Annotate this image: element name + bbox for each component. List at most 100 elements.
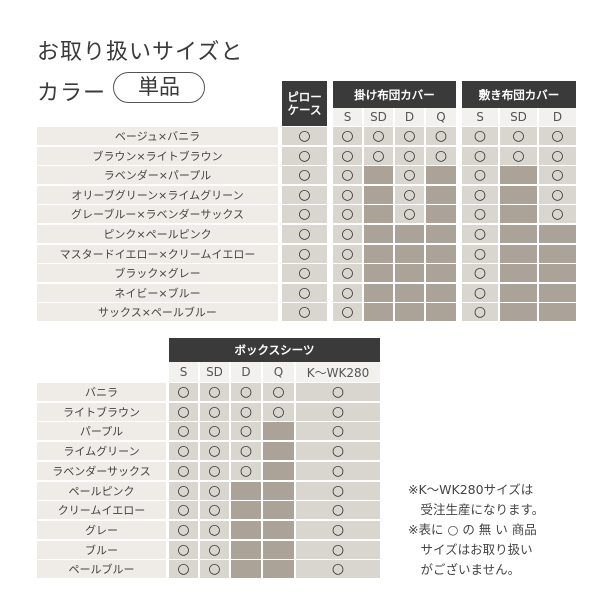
available-mark: ○ bbox=[395, 127, 424, 145]
available-mark: ○ bbox=[200, 560, 229, 579]
unavailable-cell bbox=[231, 560, 261, 579]
unavailable-cell bbox=[426, 225, 456, 243]
unavailable-cell bbox=[395, 283, 424, 302]
size-header: S bbox=[169, 362, 198, 382]
unavailable-cell bbox=[539, 225, 576, 243]
header-comforter-cover: 掛け布団カバー bbox=[333, 81, 456, 108]
available-mark: ○ bbox=[462, 225, 498, 243]
available-mark: ○ bbox=[169, 461, 198, 480]
unavailable-cell bbox=[395, 244, 424, 263]
color-label: ペールブルー bbox=[37, 560, 166, 579]
color-label: ライムグリーン bbox=[37, 442, 166, 461]
available-mark: ○ bbox=[282, 264, 327, 283]
available-mark: ○ bbox=[539, 127, 576, 145]
unavailable-cell bbox=[539, 283, 576, 302]
available-mark: ○ bbox=[169, 442, 198, 461]
available-mark: ○ bbox=[462, 146, 498, 165]
available-mark: ○ bbox=[395, 185, 424, 204]
title-line1: お取り扱いサイズと bbox=[37, 40, 244, 65]
available-mark: ○ bbox=[296, 520, 380, 539]
available-mark: ○ bbox=[282, 244, 327, 263]
color-label: ラベンダー×パープル bbox=[37, 166, 278, 185]
color-label: バニラ bbox=[37, 383, 166, 401]
unavailable-cell bbox=[500, 283, 537, 302]
color-label: クリームイエロー bbox=[37, 501, 166, 520]
available-mark: ○ bbox=[462, 127, 498, 145]
available-mark: ○ bbox=[296, 422, 380, 441]
unavailable-cell bbox=[539, 303, 576, 322]
available-mark: ○ bbox=[282, 166, 327, 185]
available-mark: ○ bbox=[169, 560, 198, 579]
header-box-sheets: ボックスシーツ bbox=[169, 338, 380, 362]
color-label: ブラウン×ライトブラウン bbox=[37, 146, 278, 165]
available-mark: ○ bbox=[296, 481, 380, 500]
available-mark: ○ bbox=[539, 205, 576, 224]
available-mark: ○ bbox=[169, 422, 198, 441]
unavailable-cell bbox=[231, 501, 261, 520]
available-mark: ○ bbox=[169, 402, 198, 421]
size-header-q: Q bbox=[426, 108, 456, 126]
unavailable-cell bbox=[500, 244, 537, 263]
available-mark: ○ bbox=[296, 501, 380, 520]
color-label: ネイビー×ブルー bbox=[37, 283, 278, 302]
color-label: パープル bbox=[37, 422, 166, 441]
available-mark: ○ bbox=[500, 127, 537, 145]
header-pillow-case: ピロー ケース bbox=[282, 81, 327, 126]
unavailable-cell bbox=[364, 264, 393, 283]
available-mark: ○ bbox=[200, 540, 229, 559]
color-label: ペールピンク bbox=[37, 481, 166, 500]
color-label: サックス×ペールブルー bbox=[37, 303, 278, 322]
available-mark: ○ bbox=[231, 461, 261, 480]
available-mark: ○ bbox=[282, 185, 327, 204]
unavailable-cell bbox=[263, 560, 294, 579]
unavailable-cell bbox=[364, 283, 393, 302]
available-mark: ○ bbox=[296, 461, 380, 480]
available-mark: ○ bbox=[282, 205, 327, 224]
size-header-d: D bbox=[395, 108, 424, 126]
available-mark: ○ bbox=[231, 402, 261, 421]
unavailable-cell bbox=[364, 244, 393, 263]
unavailable-cell bbox=[500, 166, 537, 185]
available-mark: ○ bbox=[231, 422, 261, 441]
size-header: D bbox=[231, 362, 261, 382]
available-mark: ○ bbox=[462, 303, 498, 322]
available-mark: ○ bbox=[426, 146, 456, 165]
available-mark: ○ bbox=[200, 383, 229, 401]
color-label: マスタードイエロー×クリームイエロー bbox=[37, 244, 278, 263]
available-mark: ○ bbox=[333, 244, 362, 263]
available-mark: ○ bbox=[333, 283, 362, 302]
notes: ※K〜WK280サイズは 受注生産になります。 ※表に ○ の 無 い 商品 サ… bbox=[408, 482, 545, 577]
color-label: グレーブルー×ラベンダーサックス bbox=[37, 205, 278, 224]
unavailable-cell bbox=[395, 225, 424, 243]
available-mark: ○ bbox=[462, 205, 498, 224]
available-mark: ○ bbox=[500, 146, 537, 165]
available-mark: ○ bbox=[364, 146, 393, 165]
available-mark: ○ bbox=[333, 264, 362, 283]
unavailable-cell bbox=[263, 442, 294, 461]
available-mark: ○ bbox=[200, 520, 229, 539]
unavailable-cell bbox=[500, 205, 537, 224]
available-mark: ○ bbox=[462, 264, 498, 283]
available-mark: ○ bbox=[282, 225, 327, 243]
available-mark: ○ bbox=[426, 127, 456, 145]
available-mark: ○ bbox=[200, 442, 229, 461]
unavailable-cell bbox=[426, 264, 456, 283]
unavailable-cell bbox=[263, 461, 294, 480]
header-mattress-cover: 敷き布団カバー bbox=[462, 81, 576, 108]
available-mark: ○ bbox=[263, 402, 294, 421]
unavailable-cell bbox=[263, 481, 294, 500]
available-mark: ○ bbox=[296, 540, 380, 559]
unavailable-cell bbox=[426, 244, 456, 263]
color-label: ライトブラウン bbox=[37, 402, 166, 421]
available-mark: ○ bbox=[282, 127, 327, 145]
available-mark: ○ bbox=[200, 481, 229, 500]
available-mark: ○ bbox=[296, 442, 380, 461]
unavailable-cell bbox=[364, 166, 393, 185]
unavailable-cell bbox=[426, 185, 456, 204]
unavailable-cell bbox=[426, 166, 456, 185]
available-mark: ○ bbox=[200, 461, 229, 480]
unavailable-cell bbox=[426, 283, 456, 302]
unavailable-cell bbox=[500, 303, 537, 322]
available-mark: ○ bbox=[395, 146, 424, 165]
single-item-badge: 単品 bbox=[113, 72, 205, 103]
